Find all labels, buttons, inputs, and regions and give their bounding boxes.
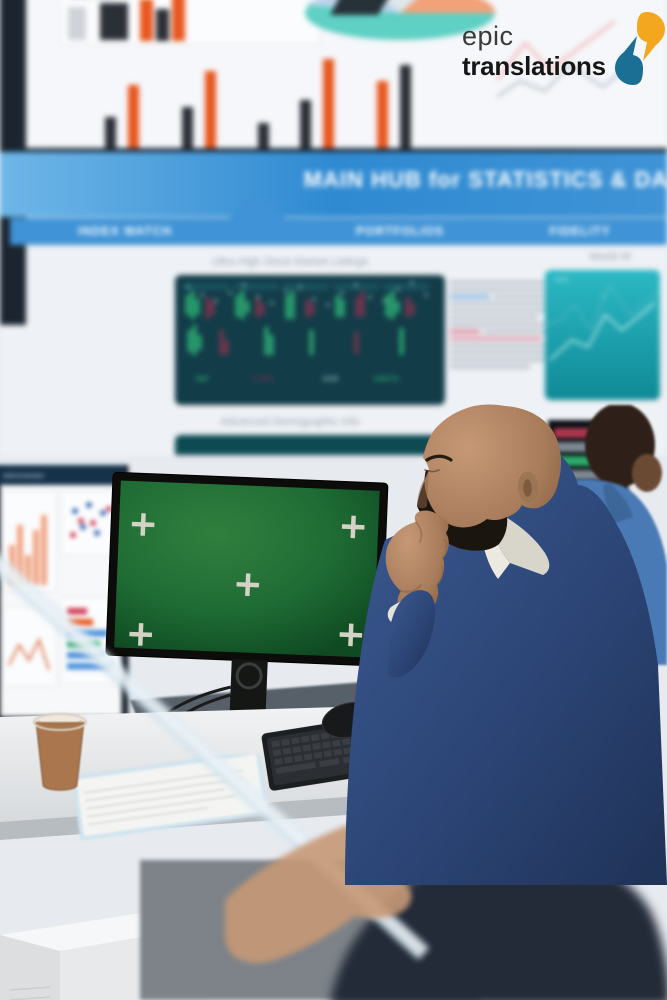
svg-text:Administrator: Administrator [3,473,45,480]
svg-text:MAIN HUB for STATISTICS & DATA: MAIN HUB for STATISTICS & DATA [304,167,667,192]
svg-text:Advanced Demographic Info: Advanced Demographic Info [221,416,360,428]
svg-text:DJIA: DJIA [323,376,339,383]
svg-text:INDEX WATCH: INDEX WATCH [78,224,172,238]
svg-text:epic: epic [462,21,514,51]
svg-text:10007%: 10007% [373,376,399,383]
svg-text:translations: translations [462,51,606,81]
svg-text:PORTFOLIOS: PORTFOLIOS [356,224,444,238]
svg-text:Fashion trends: Fashion trends [68,0,115,1]
svg-text:0.78%: 0.78% [253,376,273,383]
svg-text:Quest: Quest [555,277,569,283]
svg-text:Ultra High Stock Market Listin: Ultra High Stock Market Listings [212,256,369,268]
svg-text:S&P: S&P [195,376,209,383]
svg-text:FIDELITY: FIDELITY [549,224,610,238]
svg-text:World W: World W [589,251,632,263]
